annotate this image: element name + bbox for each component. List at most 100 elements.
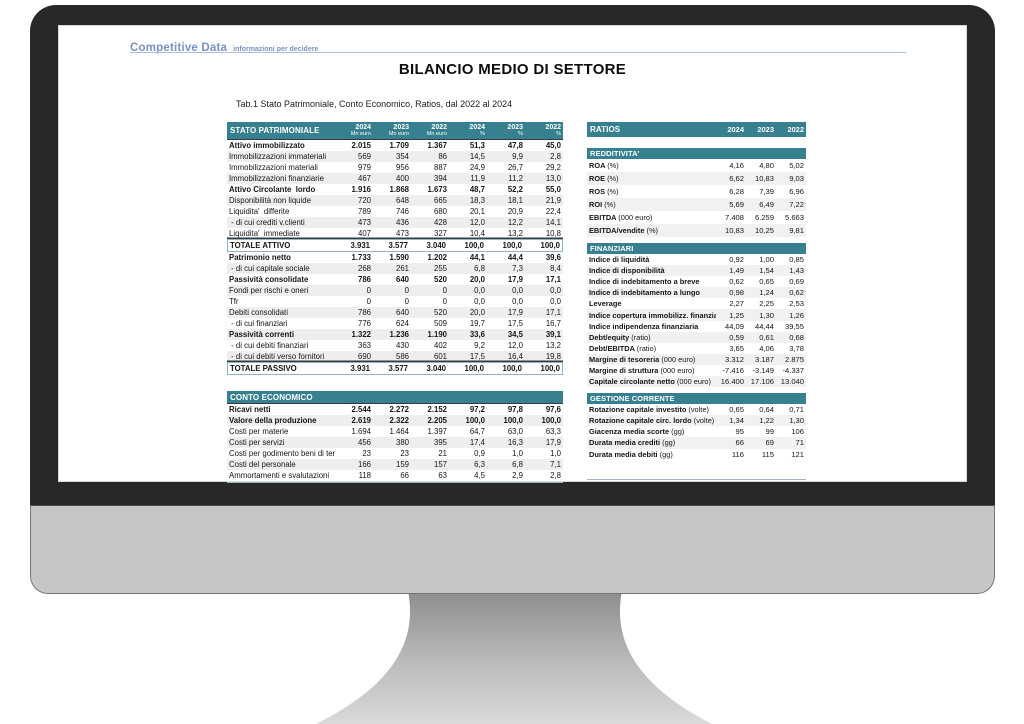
- cell-value: 3.577: [388, 241, 408, 250]
- cell-value: 3,65: [729, 343, 744, 353]
- cell-value: 3.577: [388, 364, 408, 373]
- cell-value: 0: [366, 286, 371, 295]
- row-unit: (gg): [659, 449, 673, 459]
- brand-tagline: informazioni per decidere: [233, 46, 319, 53]
- cell-value: 0,92: [729, 255, 744, 265]
- row-label: - di cui debiti finanziari: [229, 341, 309, 350]
- row-unit: (000 euro): [618, 213, 653, 222]
- cell-value: 1,54: [759, 266, 774, 276]
- cell-value: 0,68: [789, 332, 804, 342]
- cell-value: 63: [438, 471, 447, 480]
- cell-value: 402: [433, 341, 447, 350]
- row-label: Indice di indebitamento a breve: [589, 277, 700, 287]
- unit-label: Mn euro: [350, 130, 371, 137]
- cell-value: 115: [761, 449, 774, 459]
- cell-value: 100,0: [540, 241, 560, 250]
- row-label: Passività correnti: [229, 330, 295, 339]
- ratios-section-header: GESTIONE CORRENTE: [587, 393, 806, 405]
- cell-value: 52,2: [507, 185, 523, 194]
- cell-value: 47,8: [507, 141, 523, 150]
- cell-value: 1,49: [729, 266, 744, 276]
- cell-value: 13,0: [545, 174, 561, 183]
- cell-value: 44,44: [754, 321, 774, 331]
- row-label: Ricavi netti: [229, 405, 271, 414]
- row-label: Indice di liquidità: [589, 255, 650, 265]
- cell-value: 0,0: [474, 297, 485, 306]
- cell-value: 0,0: [474, 286, 485, 295]
- cell-value: 39,55: [784, 321, 804, 331]
- cell-value: 7,3: [512, 264, 523, 273]
- row-label: Margine di tesoreria (000 euro): [589, 354, 696, 364]
- cell-value: 0,62: [729, 277, 744, 287]
- cell-value: 66: [735, 438, 744, 448]
- cell-value: 0,0: [512, 297, 523, 306]
- cell-value: 430: [395, 341, 409, 350]
- cell-value: 4,80: [759, 161, 774, 170]
- cell-value: 436: [395, 218, 409, 227]
- table-row: Attivo immobilizzato 2.015 1.709 1.367 51,3 4…: [227, 140, 563, 151]
- cell-value: 0,0: [550, 297, 561, 306]
- table-row: Margine di struttura (000 euro) -7.416 -3.…: [587, 365, 806, 376]
- cell-value: 17,9: [545, 438, 561, 447]
- cell-value: 1.590: [389, 253, 409, 262]
- table-row: Costi per godimento beni di terzi 23 23 21 0…: [227, 448, 563, 459]
- cell-value: 26,7: [507, 163, 523, 172]
- cell-value: -4.337: [782, 365, 804, 375]
- cell-value: 7,1: [550, 460, 561, 469]
- table-row: Liquidita' differite 789 746 680 20,1 20,9 22,…: [227, 206, 563, 217]
- year-column-header: 2024 Mn euro: [335, 124, 373, 138]
- cell-value: 665: [433, 196, 447, 205]
- cell-value: 21: [438, 449, 447, 458]
- cell-value: 23: [362, 449, 371, 458]
- row-label: TOTALE ATTIVO: [230, 241, 291, 250]
- cell-value: 354: [395, 152, 409, 161]
- cell-value: 16.400: [720, 377, 744, 387]
- row-unit: (%): [604, 200, 616, 209]
- cell-value: 17,9: [507, 275, 523, 284]
- cell-value: 776: [357, 319, 371, 328]
- cell-value: 0: [366, 297, 371, 306]
- year-column-header: 2024%: [449, 124, 487, 138]
- row-label: Patrimonio netto: [229, 253, 291, 262]
- monitor-chin: [30, 505, 995, 594]
- table-row: Costi del personale 166 159 157 6,3 6,8 7,1: [227, 459, 563, 470]
- cell-value: 6.259: [754, 213, 774, 222]
- cell-value: 789: [357, 207, 371, 216]
- cell-value: 100,0: [502, 241, 522, 250]
- cell-value: 1,25: [729, 310, 744, 320]
- table-row: Indice di indebitamento a breve 0,62 0,65 0…: [587, 276, 806, 287]
- cell-value: 1,30: [789, 416, 804, 426]
- cell-value: 1,0: [550, 449, 561, 458]
- cell-value: 1.397: [427, 427, 447, 436]
- cell-value: 51,3: [469, 141, 485, 150]
- cell-value: 956: [395, 163, 409, 172]
- cell-value: 64,7: [469, 427, 485, 436]
- table-row: ROA (%) 4,16 4,80 5,02: [587, 159, 806, 172]
- row-unit: (000 euro): [676, 377, 711, 387]
- cell-value: 8,4: [550, 264, 561, 273]
- cell-value: 648: [395, 196, 409, 205]
- row-label: Liquidita' differite: [229, 207, 290, 216]
- row-label: Durata media crediti (gg): [589, 438, 676, 448]
- cell-value: 10,4: [469, 229, 485, 238]
- cell-value: 4,5: [474, 471, 485, 480]
- year-label: 2022: [787, 125, 804, 134]
- cell-value: 473: [357, 218, 371, 227]
- table-row: Durata media debiti (gg) 116 115 121: [587, 449, 806, 460]
- cell-value: 121: [791, 449, 804, 459]
- row-unit: (gg): [671, 427, 685, 437]
- cell-value: 2,27: [729, 299, 744, 309]
- brand-logo: Competitive Data informazioni per decider…: [130, 38, 318, 56]
- cell-value: 100,0: [540, 364, 560, 373]
- cell-value: 786: [357, 308, 371, 317]
- row-label: Debt/equity (ratio): [589, 332, 651, 342]
- cell-value: 520: [433, 308, 447, 317]
- table-row: - di cui debiti finanziari 363 430 402 9,2 12…: [227, 340, 563, 351]
- row-unit: (%): [607, 187, 619, 196]
- year-label: 2023: [757, 125, 774, 134]
- cell-value: 10,83: [724, 226, 744, 235]
- row-label: - di cui debiti verso fornitori: [229, 352, 325, 361]
- row-label: Debiti consolidati: [229, 308, 288, 317]
- table-row: - di cui capitale sociale 268 261 255 6,8 7,3…: [227, 263, 563, 274]
- row-label: Rotazione capitale circ. lordo (volte): [589, 416, 715, 426]
